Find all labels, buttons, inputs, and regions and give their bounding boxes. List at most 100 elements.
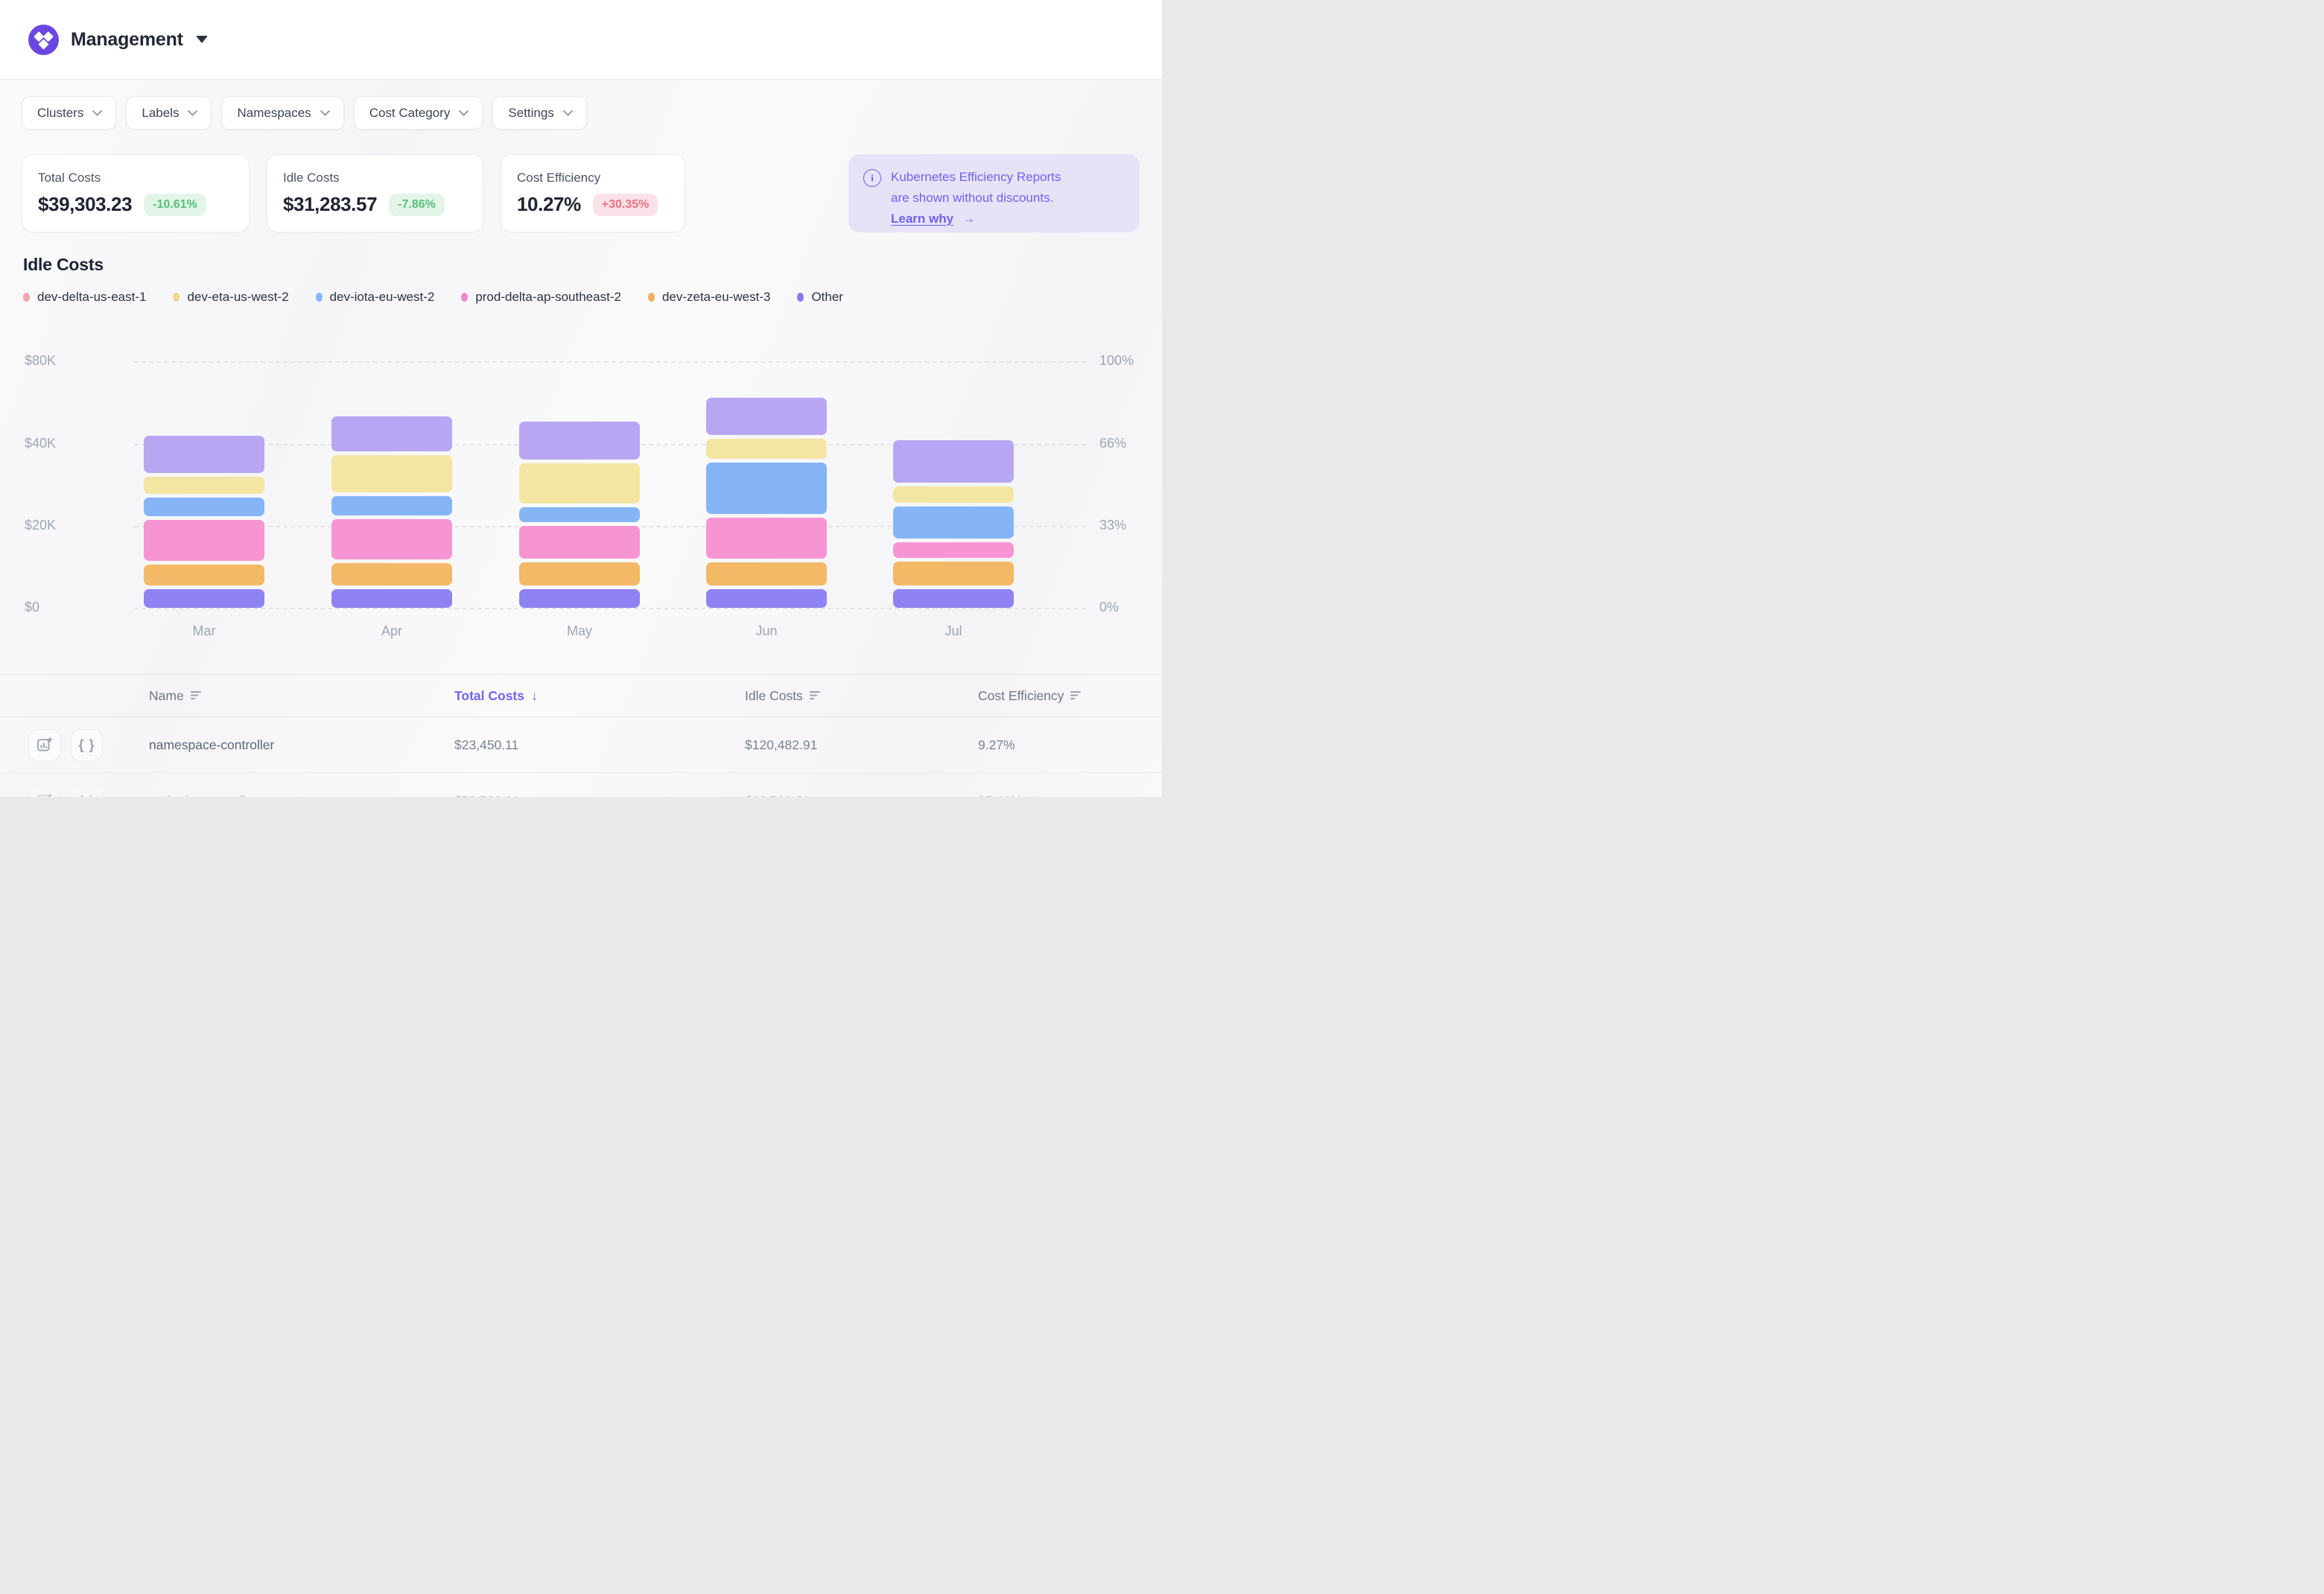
bar-segment-dev-delta-us-east-1[interactable] bbox=[331, 416, 452, 451]
column-header-label: Cost Efficiency bbox=[978, 688, 1064, 703]
x-axis-label-Jun: Jun bbox=[755, 623, 778, 638]
cost-efficiency-label: Cost Efficiency bbox=[517, 171, 601, 185]
legend-item-Other[interactable]: Other bbox=[797, 290, 843, 305]
bar-segment-dev-iota-eu-west-2[interactable] bbox=[706, 463, 827, 514]
y-axis-right-tick: 0% bbox=[1099, 600, 1120, 615]
braces-icon: { } bbox=[78, 737, 95, 752]
page-title[interactable]: Management bbox=[71, 28, 183, 50]
x-axis-label-Jul: Jul bbox=[944, 623, 962, 638]
open-chart-button[interactable] bbox=[28, 728, 60, 761]
bar-segment-Other[interactable] bbox=[144, 589, 264, 608]
arrow-right-icon[interactable]: → bbox=[962, 212, 976, 226]
filter-namespaces-button[interactable]: Namespaces bbox=[221, 96, 344, 130]
bar-segment-prod-delta-ap-southeast-2[interactable] bbox=[893, 542, 1014, 558]
filter-clusters-button[interactable]: Clusters bbox=[22, 96, 117, 130]
bar-segment-dev-eta-us-west-2[interactable] bbox=[893, 486, 1014, 503]
bar-segment-dev-eta-us-west-2[interactable] bbox=[331, 455, 452, 492]
open-chart-button[interactable] bbox=[28, 784, 60, 797]
filter-cost-category-button[interactable]: Cost Category bbox=[353, 96, 483, 130]
title-dropdown-caret-icon[interactable] bbox=[195, 36, 208, 43]
y-axis-right-tick: 100% bbox=[1099, 353, 1134, 368]
cell-idle-costs: $39,783.21 bbox=[745, 793, 978, 798]
legend-dot-icon bbox=[461, 293, 469, 302]
bar-segment-dev-zeta-eu-west-3[interactable] bbox=[893, 562, 1014, 585]
filter-clusters-label: Clusters bbox=[37, 105, 84, 120]
bar-segment-dev-zeta-eu-west-3[interactable] bbox=[519, 562, 640, 585]
filter-bar: Clusters Labels Namespaces Cost Category… bbox=[0, 80, 1162, 130]
x-axis-label-Mar: Mar bbox=[192, 623, 216, 638]
table-row-endpoint-controller[interactable]: { } endpoint-controller$50,723.61$39,783.… bbox=[0, 773, 1162, 797]
gridline bbox=[134, 608, 1086, 609]
bar-segment-prod-delta-ap-southeast-2[interactable] bbox=[706, 518, 827, 559]
banner-text-line1: Kubernetes Efficiency Reports bbox=[891, 170, 1061, 184]
bar-segment-prod-delta-ap-southeast-2[interactable] bbox=[331, 519, 452, 559]
banner-text-line2: are shown without discounts. bbox=[891, 191, 1054, 205]
filter-settings-label: Settings bbox=[508, 105, 554, 120]
bar-segment-dev-iota-eu-west-2[interactable] bbox=[893, 507, 1014, 539]
braces-icon: { } bbox=[78, 793, 95, 798]
sort-icon bbox=[809, 691, 820, 699]
legend-dot-icon bbox=[23, 293, 30, 302]
column-header-name[interactable]: Name bbox=[149, 688, 454, 704]
bar-segment-dev-delta-us-east-1[interactable] bbox=[144, 436, 264, 473]
column-header-total-costs[interactable]: Total Costs ↓ bbox=[454, 688, 745, 704]
learn-why-link[interactable]: Learn why bbox=[891, 212, 954, 226]
bar-segment-dev-delta-us-east-1[interactable] bbox=[893, 440, 1014, 483]
chevron-down-icon bbox=[320, 109, 330, 116]
gridline bbox=[134, 361, 1086, 363]
column-header-cost-efficiency[interactable]: Cost Efficiency bbox=[978, 688, 1162, 704]
workloads-table: Name Total Costs ↓ Idle Costs Cost Efficienc… bbox=[0, 674, 1162, 797]
bar-segment-dev-delta-us-east-1[interactable] bbox=[706, 398, 827, 435]
stacked-bar-Apr bbox=[331, 416, 452, 608]
stacked-bar-Mar bbox=[144, 436, 264, 608]
legend-label: dev-zeta-eu-west-3 bbox=[661, 290, 771, 304]
legend-item-dev-iota-eu-west-2[interactable]: dev-iota-eu-west-2 bbox=[315, 290, 434, 305]
filter-labels-button[interactable]: Labels bbox=[126, 96, 212, 130]
x-axis-label-May: May bbox=[566, 623, 592, 638]
bar-segment-dev-eta-us-west-2[interactable] bbox=[144, 477, 264, 494]
bar-segment-dev-iota-eu-west-2[interactable] bbox=[144, 498, 264, 516]
table-body: { } namespace-controller $23,450.11 $120,48… bbox=[0, 717, 1162, 797]
stacked-bar-Jul bbox=[893, 440, 1014, 608]
bar-segment-prod-delta-ap-southeast-2[interactable] bbox=[144, 520, 264, 561]
y-axis-left-tick: $40K bbox=[25, 436, 57, 451]
bar-segment-dev-iota-eu-west-2[interactable] bbox=[331, 496, 452, 515]
row-actions: { } bbox=[28, 784, 149, 798]
column-header-idle-costs[interactable]: Idle Costs bbox=[745, 688, 978, 704]
bar-segment-dev-eta-us-west-2[interactable] bbox=[519, 463, 640, 504]
bar-segment-dev-zeta-eu-west-3[interactable] bbox=[706, 562, 827, 585]
sort-icon bbox=[1070, 691, 1082, 699]
chevron-down-icon bbox=[188, 109, 198, 116]
idle-costs-delta-badge: -7.86% bbox=[389, 193, 445, 216]
column-header-label: Name bbox=[149, 688, 184, 703]
legend-item-dev-zeta-eu-west-3[interactable]: dev-zeta-eu-west-3 bbox=[647, 290, 771, 305]
bar-segment-dev-eta-us-west-2[interactable] bbox=[706, 439, 827, 459]
bar-segment-Other[interactable] bbox=[893, 589, 1014, 608]
bar-segment-Other[interactable] bbox=[519, 589, 640, 608]
chevron-down-icon bbox=[562, 109, 573, 116]
bar-segment-Other[interactable] bbox=[331, 589, 452, 608]
filter-namespaces-label: Namespaces bbox=[237, 105, 311, 120]
info-icon: i bbox=[863, 169, 881, 187]
total-costs-label: Total Costs bbox=[38, 171, 101, 185]
table-row-namespace-controller[interactable]: { } namespace-controller $23,450.11 $120,48… bbox=[0, 717, 1162, 773]
view-json-button[interactable]: { } bbox=[71, 784, 103, 798]
bar-segment-prod-delta-ap-southeast-2[interactable] bbox=[519, 526, 640, 559]
legend-item-dev-eta-us-west-2[interactable]: dev-eta-us-west-2 bbox=[173, 290, 289, 305]
stacked-bar-Jun bbox=[706, 398, 827, 608]
cell-total-costs: $23,450.11 bbox=[454, 737, 519, 752]
cost-efficiency-value: 10.27% bbox=[517, 193, 581, 215]
idle-costs-chart: $80K 100% $40K 66% $20K 33% $0 0% Mar Apr May Jun Ju… bbox=[0, 345, 1162, 658]
idle-costs-value: $31,283.57 bbox=[283, 193, 378, 215]
bar-segment-Other[interactable] bbox=[706, 589, 827, 608]
chart-legend: dev-delta-us-east-1 dev-eta-us-west-2 dev-… bbox=[0, 275, 1162, 305]
chevron-down-icon bbox=[92, 109, 103, 116]
view-json-button[interactable]: { } bbox=[71, 728, 103, 761]
bar-segment-dev-delta-us-east-1[interactable] bbox=[519, 422, 640, 460]
bar-segment-dev-zeta-eu-west-3[interactable] bbox=[144, 565, 264, 585]
bar-segment-dev-iota-eu-west-2[interactable] bbox=[519, 507, 640, 522]
bar-segment-dev-zeta-eu-west-3[interactable] bbox=[331, 563, 452, 585]
filter-settings-button[interactable]: Settings bbox=[492, 96, 587, 130]
legend-item-dev-delta-us-east-1[interactable]: dev-delta-us-east-1 bbox=[23, 290, 146, 305]
legend-item-prod-delta-ap-southeast-2[interactable]: prod-delta-ap-southeast-2 bbox=[461, 290, 621, 305]
